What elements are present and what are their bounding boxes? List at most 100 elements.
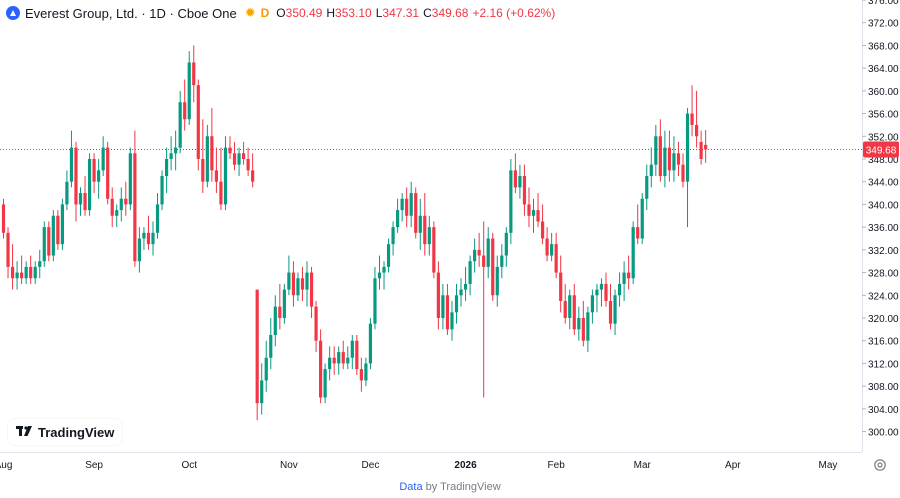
candle — [269, 317, 273, 370]
close-value: 349.68 — [431, 6, 469, 20]
candle-body — [468, 261, 472, 284]
everest-logo-icon — [6, 6, 20, 20]
candle-body — [291, 272, 296, 296]
candle — [386, 238, 391, 273]
price-tick-label: 352.00 — [868, 132, 899, 143]
candle — [214, 147, 219, 194]
candle — [178, 90, 182, 154]
candle-body — [568, 295, 572, 318]
candle-body — [359, 369, 363, 381]
candle — [87, 153, 92, 216]
candle — [640, 193, 644, 245]
candle-body — [522, 176, 527, 205]
candle-body — [545, 238, 549, 256]
time-axis[interactable]: Aug Sep Oct Nov Dec 2026 Feb Mar Apr May — [0, 452, 862, 472]
candle — [6, 227, 10, 279]
candle — [540, 204, 545, 245]
candle — [142, 227, 146, 250]
candle — [482, 221, 486, 398]
candle-body — [386, 244, 391, 267]
candle-body — [482, 255, 486, 267]
candle-body — [658, 136, 662, 177]
candle-body — [15, 272, 19, 279]
time-tick-label: Apr — [725, 460, 741, 471]
candle — [631, 221, 635, 284]
candle-body — [255, 289, 259, 404]
candle-body — [169, 153, 173, 159]
candle-body — [586, 312, 590, 341]
candle-body — [396, 210, 400, 228]
candle-body — [65, 181, 69, 205]
candle — [577, 306, 581, 341]
candle-body — [97, 170, 101, 182]
candle — [405, 187, 409, 228]
candle-body — [232, 153, 237, 165]
price-axis[interactable]: 300.00 304.00 308.00 312.00 316.00 320.00 324.… — [862, 0, 899, 452]
candle-body — [685, 113, 690, 182]
time-tick-label: 2026 — [454, 460, 477, 471]
candle-body — [500, 255, 504, 267]
high-key: H — [326, 6, 336, 20]
candle — [219, 147, 223, 211]
candle — [477, 232, 481, 267]
candle-body — [106, 147, 110, 199]
candle-body — [450, 312, 454, 330]
candle — [627, 255, 631, 290]
candle-body — [219, 181, 223, 205]
candle-body — [264, 357, 268, 381]
candle-body — [42, 227, 46, 262]
candle-body — [309, 272, 314, 307]
candle-body — [409, 193, 413, 216]
candle — [359, 357, 363, 392]
tradingview-watermark[interactable]: TradingView — [8, 419, 123, 445]
candle — [291, 261, 296, 307]
candle-body — [328, 357, 332, 370]
candle — [183, 79, 187, 131]
candle-body — [355, 340, 359, 370]
candle-body — [463, 283, 468, 290]
candle — [328, 346, 332, 381]
candle — [83, 176, 87, 216]
candle-body — [418, 215, 422, 233]
candle-body — [210, 136, 214, 171]
candle — [513, 153, 517, 194]
candle-body — [1, 204, 6, 233]
candle — [396, 198, 400, 233]
data-link[interactable]: Data — [399, 481, 423, 493]
candle-body — [368, 323, 373, 364]
price-tick-label: 364.00 — [868, 64, 899, 75]
candle-body — [400, 198, 404, 211]
tradingview-logo-icon — [16, 425, 34, 440]
candle-body — [704, 144, 708, 150]
candle — [704, 130, 708, 163]
dividend-badge[interactable]: D — [260, 6, 270, 20]
candle-body — [527, 204, 531, 216]
candle-body — [214, 170, 219, 182]
candle — [323, 363, 327, 404]
candle-body — [332, 357, 336, 364]
candle-body — [341, 352, 345, 364]
candle-body — [699, 141, 703, 159]
footer-attribution: Data by TradingView — [0, 476, 900, 498]
market-hours-sun-icon[interactable]: ✹ — [244, 5, 256, 20]
candle — [500, 244, 504, 279]
candle — [332, 346, 336, 375]
price-tick-label: 344.00 — [868, 178, 899, 189]
candle — [608, 283, 613, 330]
candle — [504, 227, 508, 267]
candle-body — [110, 198, 114, 216]
candle — [694, 90, 699, 148]
price-tick-label: 300.00 — [868, 428, 899, 439]
candle — [260, 363, 264, 415]
candle — [581, 300, 585, 347]
settings-gear-icon[interactable] — [873, 458, 887, 472]
symbol-title[interactable]: Everest Group, Ltd. · 1D · Cboe One — [25, 5, 237, 21]
candle-body — [101, 147, 105, 171]
candle-body — [640, 198, 644, 239]
price-tick-label: 328.00 — [868, 269, 899, 280]
candle-body — [672, 153, 676, 171]
candle — [210, 107, 214, 182]
candle — [672, 136, 676, 182]
candle — [155, 193, 160, 239]
